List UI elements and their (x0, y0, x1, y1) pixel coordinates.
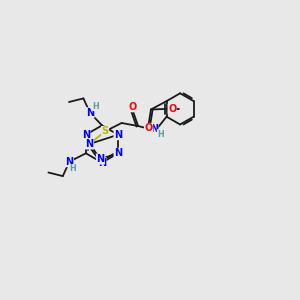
Text: N: N (65, 157, 74, 167)
Text: N: N (85, 139, 94, 149)
Text: O: O (129, 102, 137, 112)
Text: O: O (168, 104, 176, 114)
Text: N: N (96, 154, 104, 164)
Text: O: O (145, 123, 153, 134)
Text: N: N (114, 130, 122, 140)
Text: N: N (86, 108, 94, 118)
Text: S: S (101, 126, 109, 136)
Text: N: N (150, 124, 158, 134)
Text: N: N (82, 130, 90, 140)
Text: N: N (114, 148, 122, 158)
Text: H: H (157, 130, 164, 139)
Text: N: N (98, 158, 106, 168)
Text: H: H (92, 102, 99, 111)
Text: H: H (69, 164, 76, 173)
